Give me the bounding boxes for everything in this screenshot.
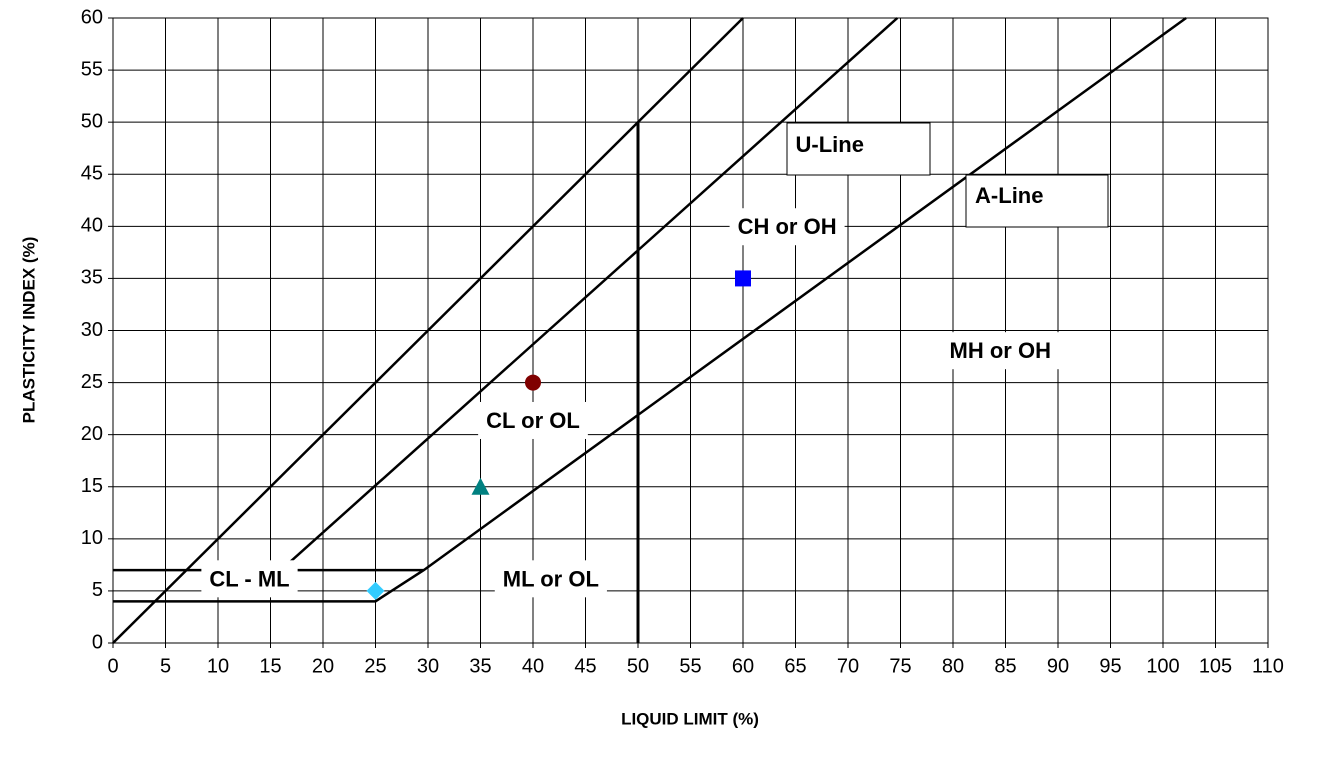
annotation-text: U-Line [796, 132, 864, 157]
x-tick-label: 60 [732, 655, 754, 677]
annotation-box [786, 122, 931, 176]
annotation-text: CL or OL [486, 408, 580, 433]
annotation-box [965, 174, 1109, 228]
data-point [471, 477, 490, 495]
x-tick-label: 45 [574, 655, 596, 677]
y-tick-label: 15 [81, 475, 103, 497]
y-tick-label: 30 [81, 319, 103, 341]
y-tick-label: 55 [81, 58, 103, 80]
annotation: U-Line [786, 122, 931, 176]
annotation-text: CH or OH [738, 214, 837, 239]
y-tick-label: 0 [92, 631, 103, 653]
y-tick-label: 50 [81, 110, 103, 132]
boundary-line [280, 17, 899, 572]
x-tick-label: 25 [364, 655, 386, 677]
x-tick-label: 35 [469, 655, 491, 677]
x-tick-label: 65 [784, 655, 806, 677]
x-tick-label: 75 [889, 655, 911, 677]
x-tick-label: 105 [1199, 655, 1232, 677]
y-tick-label: 45 [81, 163, 103, 185]
y-tick-label: 40 [81, 215, 103, 237]
data-point [366, 581, 385, 600]
x-tick-label: 20 [312, 655, 334, 677]
annotation: CL or OL [478, 401, 588, 439]
annotation: CL - ML [201, 560, 298, 598]
y-axis-title: PLASTICITY INDEX (%) [19, 237, 38, 424]
x-tick-label: 50 [627, 655, 649, 677]
annotation-box [478, 401, 588, 439]
annotation-box [941, 332, 1059, 370]
x-tick-label: 55 [679, 655, 701, 677]
x-tick-label: 100 [1146, 655, 1179, 677]
annotation-box [201, 560, 298, 598]
x-tick-label: 40 [522, 655, 544, 677]
x-tick-label: 95 [1099, 655, 1121, 677]
boundary-line [113, 16, 1187, 603]
y-tick-label: 5 [92, 579, 103, 601]
y-tick-label: 25 [81, 371, 103, 393]
x-tick-label: 85 [994, 655, 1016, 677]
y-tick-label: 20 [81, 423, 103, 445]
annotation-text: MH or OH [950, 338, 1051, 363]
annotation: MH or OH [941, 332, 1059, 370]
annotation: CH or OH [729, 208, 845, 246]
y-tick-label: 60 [81, 6, 103, 28]
x-tick-label: 70 [837, 655, 859, 677]
annotation-text: ML or OL [503, 566, 599, 591]
annotation: A-Line [965, 174, 1109, 228]
x-tick-label: 15 [259, 655, 281, 677]
x-tick-label: 30 [417, 655, 439, 677]
x-tick-label: 80 [942, 655, 964, 677]
data-point [735, 270, 751, 287]
annotation: ML or OL [494, 560, 607, 598]
x-tick-label: 0 [107, 655, 118, 677]
data-point [525, 374, 541, 391]
x-tick-label: 10 [207, 655, 229, 677]
annotation-box [494, 560, 607, 598]
y-tick-label: 10 [81, 527, 103, 549]
x-tick-label: 110 [1252, 655, 1284, 677]
annotation-text: A-Line [975, 183, 1043, 208]
x-tick-label: 90 [1047, 655, 1069, 677]
x-tick-label: 5 [160, 655, 171, 677]
y-tick-label: 35 [81, 267, 103, 289]
annotation-box [729, 208, 845, 246]
x-axis-title: LIQUID LIMIT (%) [621, 709, 759, 728]
annotation-text: CL - ML [209, 566, 289, 591]
